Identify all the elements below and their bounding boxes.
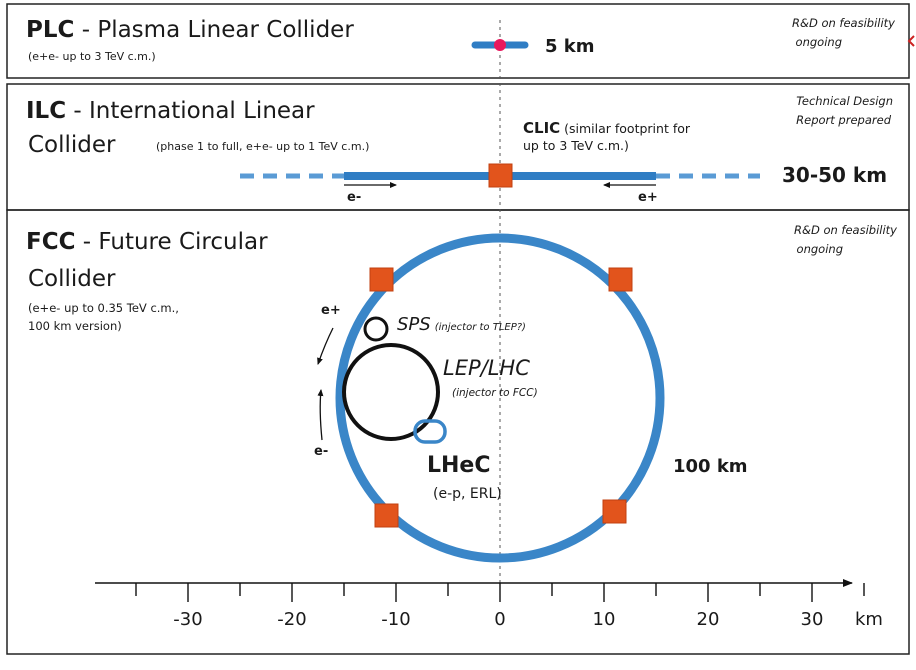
fcc-title-line2: Collider [28, 266, 116, 292]
axis-tick-label: 0 [494, 609, 505, 630]
plc-title-rest: - Plasma Linear Collider [74, 17, 354, 43]
axis-tick-label: -30 [173, 609, 202, 630]
fcc-length: 100 km [673, 456, 748, 477]
clic-label-rest: (similar footprint for [560, 121, 691, 136]
ilc-note: (phase 1 to full, e+e- up to 1 TeV c.m.) [156, 140, 369, 153]
plc-title: PLC - Plasma Linear Collider [26, 17, 354, 43]
ilc-title-line2: Collider [28, 132, 116, 158]
lhec-note: (e-p, ERL) [433, 486, 502, 502]
lep-lhc-note: (injector to FCC) [452, 387, 538, 399]
fcc-beam-top-label: e+ [321, 303, 341, 318]
ilc-interaction-point [488, 163, 513, 188]
fcc-status-line2: ongoing [797, 242, 843, 256]
axis-tick-label: -10 [381, 609, 410, 630]
lhec-racetrack [413, 419, 447, 444]
km-axis-ticks: -30 -20 -10 0 10 20 30 [135, 583, 865, 630]
plc-length: 5 km [545, 36, 595, 57]
plc-note: (e+e- up to 3 TeV c.m.) [28, 50, 156, 63]
lhec-label: LHeC [427, 453, 491, 478]
ilc-title: ILC - International Linear [26, 98, 315, 124]
clic-label-bold: CLIC [523, 119, 560, 137]
plc-status-line1: R&D on feasibility [792, 16, 895, 30]
plc-status-line2: ongoing [796, 35, 842, 49]
axis-tick-label: 30 [801, 609, 824, 630]
sps-ring [363, 316, 389, 342]
axis-tick-label: -20 [277, 609, 306, 630]
fcc-note-line2: 100 km version) [28, 319, 122, 333]
fcc-title: FCC - Future Circular [26, 229, 268, 255]
plc-center-dot [494, 39, 506, 51]
axis-tick-label: 20 [697, 609, 720, 630]
fcc-experiment-top-left [369, 267, 394, 292]
edge-marker-icon [907, 35, 915, 47]
sps-label-name: SPS [397, 314, 431, 335]
ilc-length: 30-50 km [782, 163, 887, 187]
fcc-experiment-bottom-right [602, 499, 627, 524]
fcc-status-line1: R&D on feasibility [794, 223, 897, 237]
sps-note: (injector to TLEP?) [435, 322, 526, 333]
fcc-experiment-top-right [608, 267, 633, 292]
ilc-status-line1: Technical Design [796, 94, 893, 108]
fcc-ring [335, 233, 665, 563]
ilc-left-beam-label: e- [347, 190, 361, 205]
ilc-status-line2: Report prepared [796, 113, 892, 127]
fcc-beam-bottom-arrow [317, 389, 324, 441]
fcc-experiment-bottom-left [374, 503, 399, 528]
ilc-title-rest: - International Linear [66, 98, 315, 124]
km-axis-unit: km [855, 609, 883, 630]
clic-label: CLIC (similar footprint for [523, 119, 691, 137]
plc-title-bold: PLC [26, 17, 74, 43]
clic-label-line2: up to 3 TeV c.m.) [523, 138, 629, 153]
sps-label: SPS (injector to TLEP?) [397, 314, 526, 335]
ilc-right-beam-label: e+ [638, 190, 658, 205]
fcc-note-line1: (e+e- up to 0.35 TeV c.m., [28, 301, 179, 315]
ilc-title-bold: ILC [26, 98, 66, 124]
fcc-beam-top-arrow [317, 327, 334, 365]
lep-lhc-label: LEP/LHC [443, 356, 530, 380]
fcc-title-bold: FCC [26, 229, 75, 255]
lep-lhc-ring [342, 343, 440, 441]
fcc-beam-bottom-label: e- [314, 444, 328, 459]
fcc-title-rest: - Future Circular [75, 229, 268, 255]
axis-tick-label: 10 [593, 609, 616, 630]
fcc-panel [6, 209, 910, 655]
